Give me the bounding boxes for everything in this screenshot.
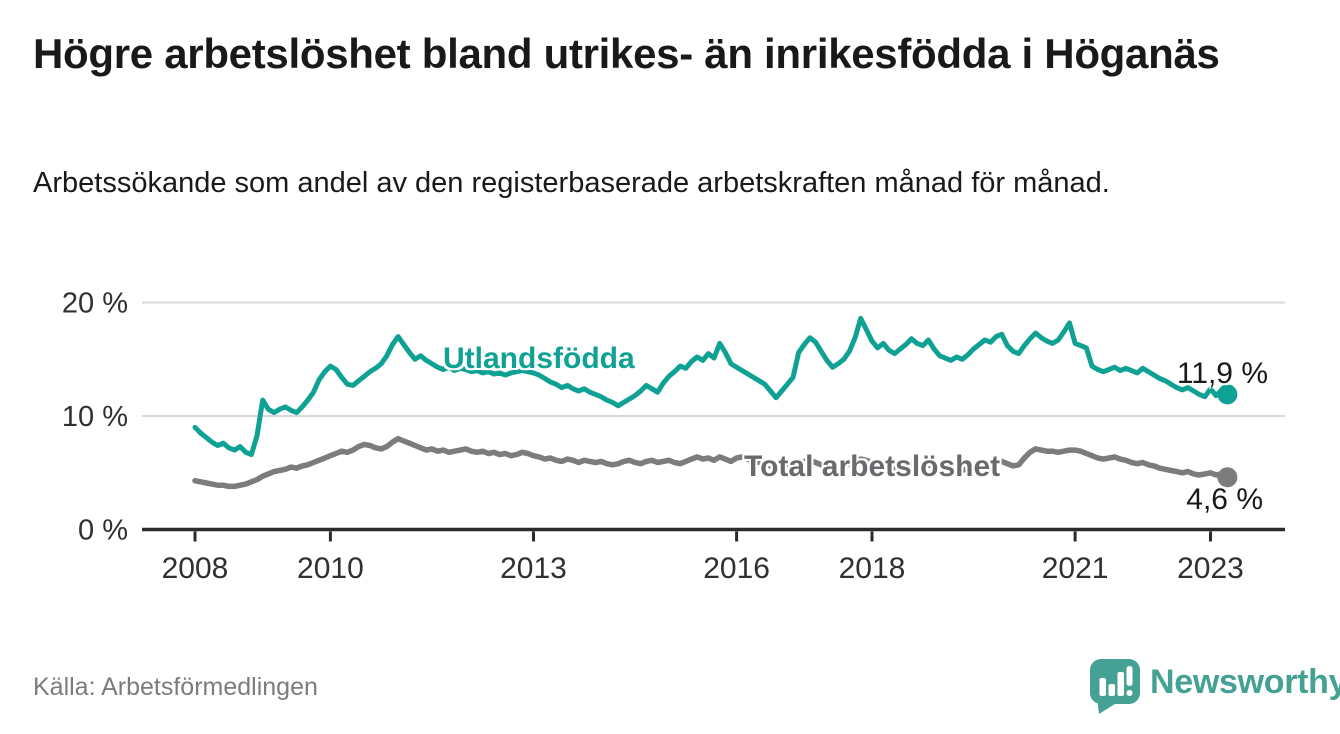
series-end-dot <box>1217 467 1238 488</box>
x-axis-label: 2023 <box>1177 552 1244 585</box>
end-value-label-total: 4,6 % <box>1186 483 1263 516</box>
source-attribution: Källa: Arbetsförmedlingen <box>33 673 318 701</box>
x-axis-label: 2013 <box>500 552 567 585</box>
series-label-total-arbetsloshet: Total arbetslöshet <box>744 450 1001 483</box>
x-axis-label: 2008 <box>162 552 229 585</box>
y-axis-label: 0 % <box>78 515 128 547</box>
series-end-dot <box>1217 384 1238 405</box>
series-line-utlandsfodda <box>192 315 1230 458</box>
x-axis-label: 2021 <box>1042 552 1109 585</box>
chart-subtitle: Arbetssökande som andel av den registerb… <box>33 167 1110 199</box>
x-axis-label: 2018 <box>839 552 906 585</box>
speech-bubble-icon <box>1090 659 1140 714</box>
x-axis-label: 2010 <box>297 552 364 585</box>
bar-chart-icon <box>1099 666 1133 696</box>
end-value-label-utlandsfodda: 11,9 % <box>1176 357 1268 390</box>
y-axis-label: 10 % <box>62 401 128 433</box>
exclamation-icon <box>1126 666 1133 686</box>
newsworthy-logo <box>1090 659 1140 714</box>
series-label-utlandsfodda: Utlandsfödda <box>443 342 635 375</box>
brand-name: Newsworthy <box>1150 663 1340 701</box>
y-axis-label: 20 % <box>62 288 128 320</box>
page-title: Högre arbetslöshet bland utrikes- än inr… <box>33 30 1220 77</box>
series-line-total <box>192 435 1231 490</box>
x-axis-label: 2016 <box>703 552 770 585</box>
